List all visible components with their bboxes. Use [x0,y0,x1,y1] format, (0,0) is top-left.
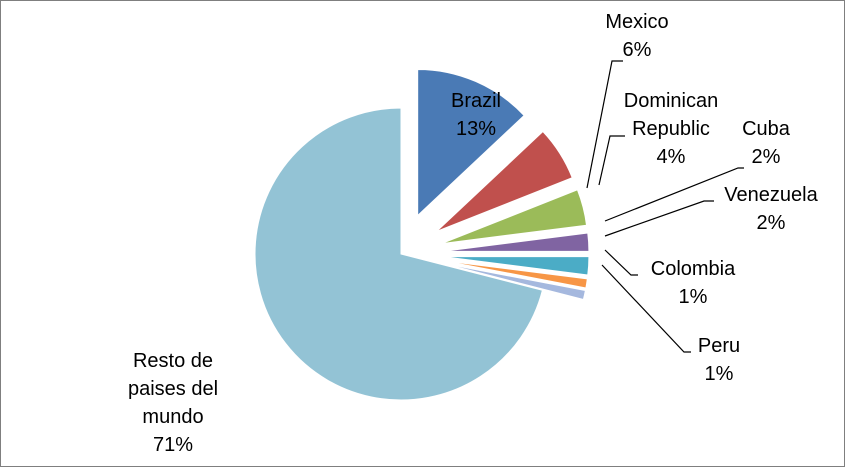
slice-label-line: 71% [153,434,193,456]
slice-label-line: Dominican [624,90,718,112]
pie-slice-venezuela [442,256,590,276]
slice-label-line: Peru [698,335,740,357]
slice-label-line: 4% [657,146,686,168]
slice-label-mexico: Mexico 6% [605,11,668,61]
pie-slice-dominican [441,189,588,245]
slice-label-line: paises del [128,378,218,400]
slice-label-line: mundo [142,406,203,428]
slice-label-line: Mexico [605,11,668,33]
leader-line-colombia [604,249,638,276]
pie-slice-peru [441,262,586,301]
leader-line-venezuela [604,200,714,237]
slice-label-line: 6% [623,39,652,61]
slice-label-line: 13% [456,118,496,140]
leader-line-cuba [604,167,744,222]
pie-slice-brazil [417,68,525,217]
slice-label-dominican: Dominican Republic 4% [624,90,718,168]
leader-lines [586,60,744,353]
slice-label-line: Colombia [651,258,736,280]
slice-label-line: Cuba [742,118,791,140]
slice-label-cuba: Cuba 2% [742,118,791,168]
leader-line-dominican [598,135,625,186]
pie-slice-colombia [442,260,588,289]
slice-label-line: Resto de [133,350,213,372]
slice-label-peru: Peru 1% [698,335,740,385]
slice-labels: Brazil 13% Mexico 6% Dominican Republic 4% Cuba… [128,11,819,456]
slice-label-resto-de: Resto de paises del mundo 71% [128,350,218,456]
slice-label-line: 2% [757,212,786,234]
pie-slice-mexico [436,130,573,232]
slice-label-line: Republic [632,118,710,140]
slice-label-line: 1% [705,363,734,385]
pie-slice-cuba [442,232,590,252]
pie-slices [254,68,590,401]
leader-line-mexico [586,60,623,189]
slice-label-colombia: Colombia 1% [651,258,736,308]
leader-line-peru [601,264,691,353]
slice-label-line: Brazil [451,90,501,112]
slice-label-venezuela: Venezuela 2% [724,184,818,234]
pie-slice-resto-de [254,107,544,401]
slice-label-line: 1% [679,286,708,308]
slice-label-line: 2% [752,146,781,168]
slice-label-line: Venezuela [724,184,818,206]
slice-label-brazil: Brazil 13% [451,90,501,140]
